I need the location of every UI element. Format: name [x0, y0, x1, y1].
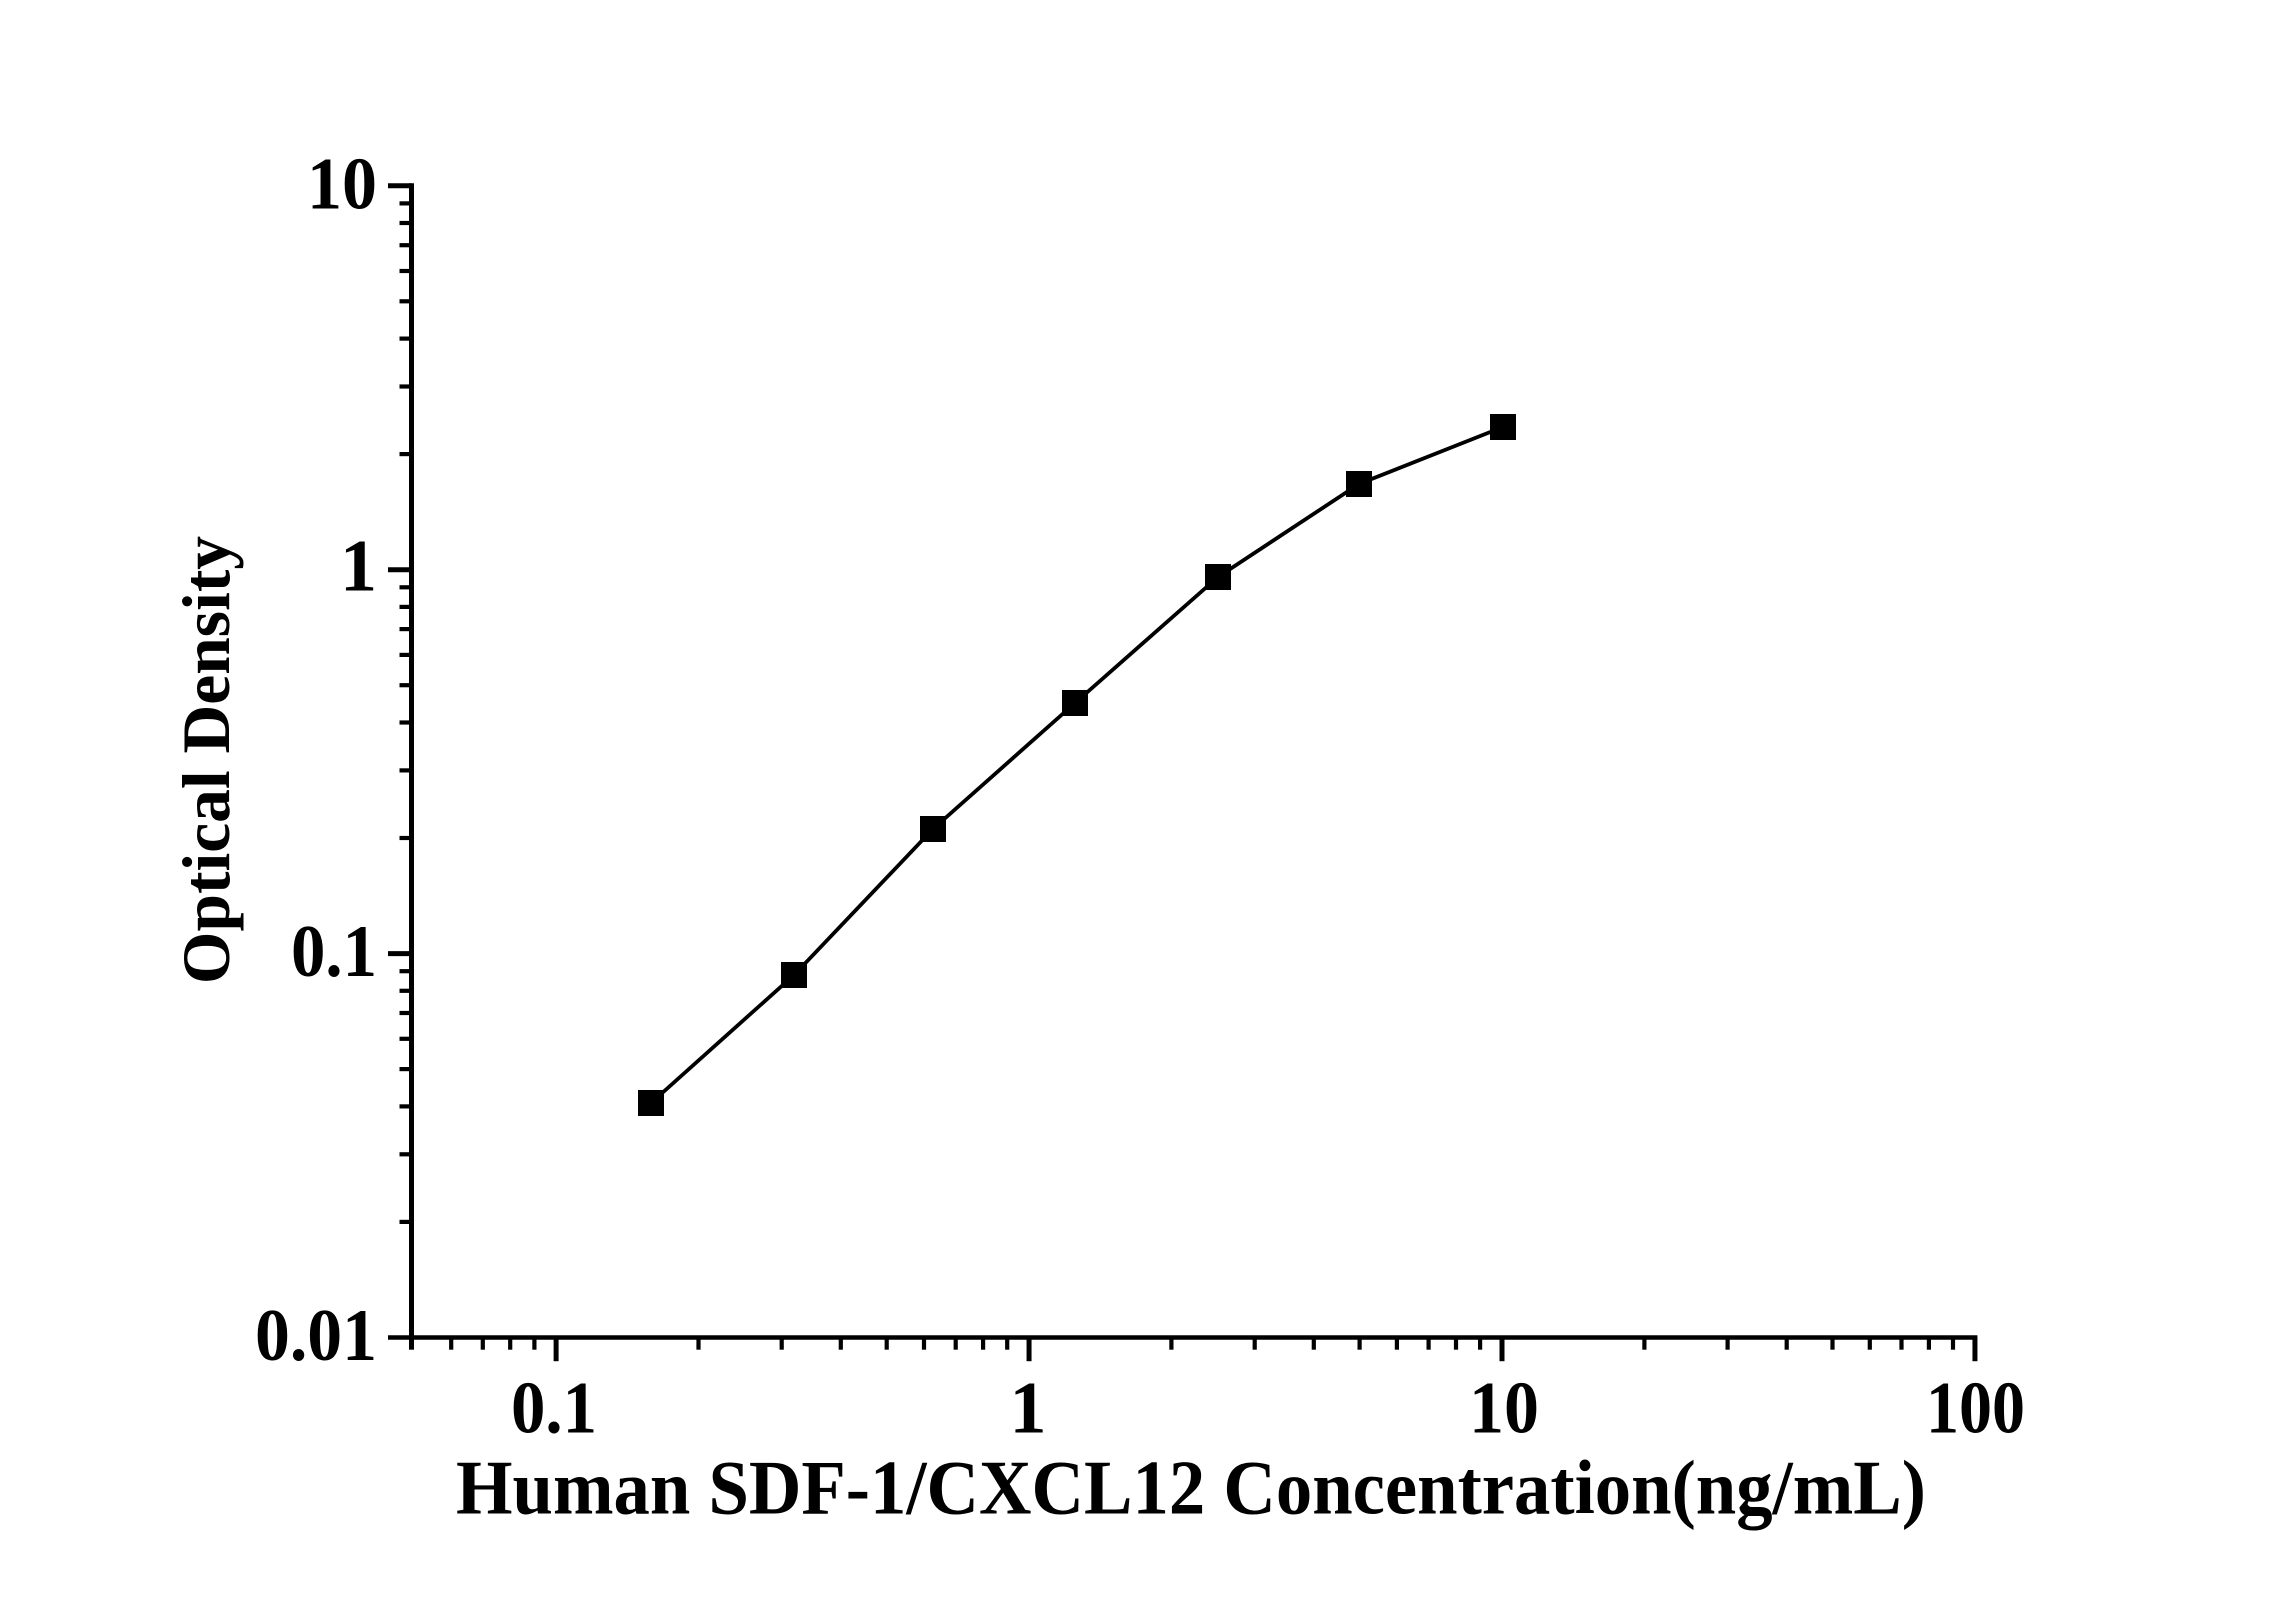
svg-text:1: 1 — [340, 526, 377, 608]
svg-text:Optical Density: Optical Density — [169, 536, 244, 984]
svg-text:0.1: 0.1 — [511, 1368, 597, 1450]
svg-text:10: 10 — [1469, 1368, 1539, 1450]
svg-text:Human SDF-1/CXCL12 Concentrati: Human SDF-1/CXCL12 Concentration(ng/mL) — [456, 1445, 1926, 1531]
svg-text:1: 1 — [1010, 1368, 1047, 1450]
svg-text:100: 100 — [1926, 1368, 2025, 1450]
svg-text:0.1: 0.1 — [291, 911, 377, 993]
svg-text:10: 10 — [307, 143, 377, 225]
svg-text:0.01: 0.01 — [255, 1295, 377, 1377]
